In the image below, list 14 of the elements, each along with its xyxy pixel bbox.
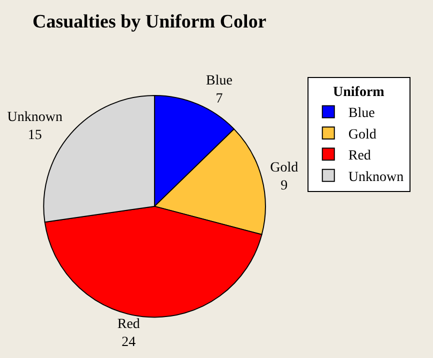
- slice-label: Red: [117, 316, 140, 332]
- legend-label: Gold: [348, 127, 376, 142]
- slice-label: Blue: [206, 74, 232, 88]
- data-label: 7: [216, 92, 223, 107]
- legend-label: Red: [348, 148, 371, 164]
- legend-label: Unknown: [348, 170, 404, 185]
- chart-title: Casualties by Uniform Color: [32, 12, 267, 33]
- data-label: 24: [122, 335, 136, 350]
- slice-label: Gold: [270, 160, 298, 176]
- data-label: 15: [28, 128, 42, 144]
- slice-label: Unknown: [7, 110, 62, 125]
- legend-label: Blue: [348, 106, 375, 122]
- data-label: 9: [280, 178, 288, 194]
- legend-title: Uniform: [333, 85, 385, 100]
